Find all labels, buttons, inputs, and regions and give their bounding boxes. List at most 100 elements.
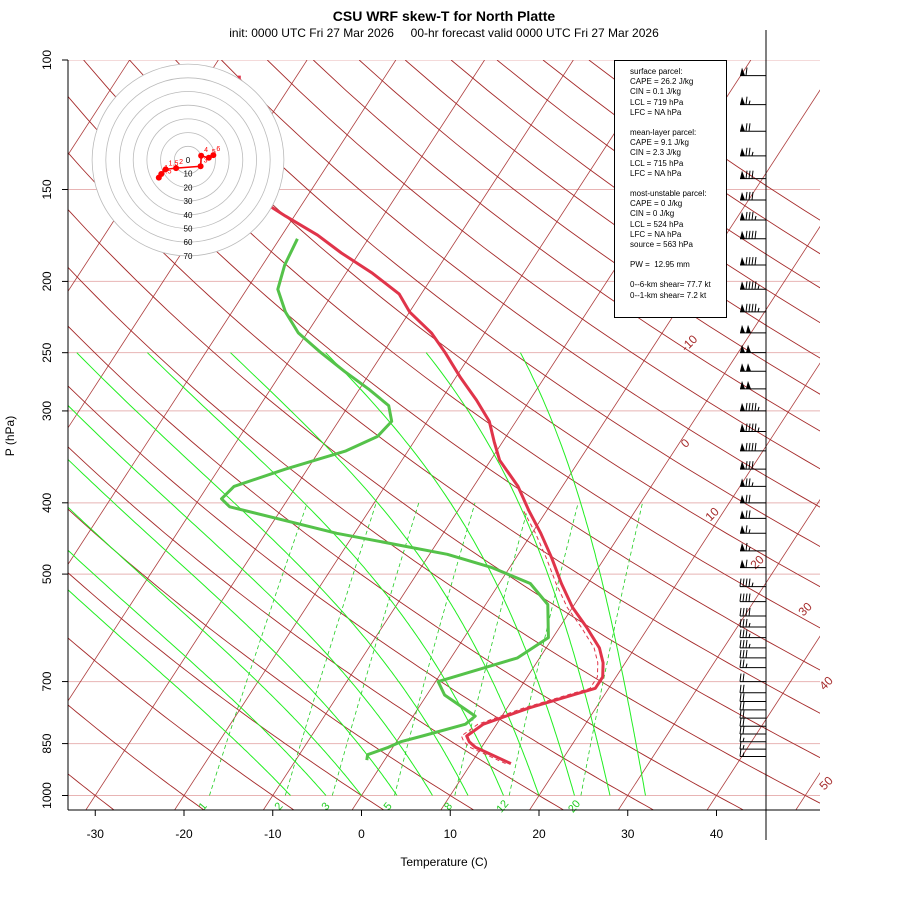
wind-barb: [740, 478, 766, 487]
dry-adiabat: [68, 152, 820, 714]
wind-barb-half-flag: [745, 663, 748, 668]
wind-barb-half-flag: [754, 215, 757, 221]
hodograph-point: [197, 163, 204, 170]
wind-barb-flag: [748, 281, 751, 290]
wind-barb: [740, 494, 766, 504]
wind-barb-flag: [739, 748, 742, 757]
info-line: 0--1-km shear= 7.2 kt: [630, 290, 707, 300]
chart-title: CSU WRF skew-T for North Platte: [333, 8, 556, 24]
wind-barb-half-flag: [757, 406, 760, 412]
wind-barb-flag: [739, 741, 742, 750]
moist-adiabat: [425, 352, 611, 796]
wind-barb-flag: [739, 710, 742, 719]
isotherm-label: 40: [816, 673, 836, 693]
moist-adiabat: [68, 549, 327, 796]
isotherm-line: [529, 362, 820, 810]
hodograph-point-label: 0.5: [162, 169, 172, 176]
wind-barb: [740, 423, 766, 433]
wind-barb-flag: [751, 442, 754, 451]
mixing-ratio-label: 3: [319, 800, 332, 812]
x-tick-label: -30: [87, 827, 105, 841]
wind-barb: [739, 710, 766, 719]
wind-barb: [740, 281, 766, 290]
isotherm-line: [795, 772, 820, 810]
info-line: LCL = 524 hPa: [630, 219, 684, 229]
wind-barb: [740, 170, 766, 180]
wind-barb-flag: [742, 710, 745, 719]
isotherm-label: -10: [678, 332, 700, 354]
info-line: 0--6-km shear= 77.7 kt: [630, 280, 711, 290]
y-tick-label: 100: [40, 50, 54, 70]
info-line: CIN = 0 J/kg: [630, 209, 675, 219]
wind-barb: [739, 701, 766, 711]
wind-barb-pennant: [740, 324, 745, 333]
wind-barb-flag: [742, 718, 745, 727]
dry-adiabat: [266, 60, 820, 470]
hodograph-point-label: 3: [204, 157, 208, 164]
wind-barb-flag: [748, 303, 751, 312]
wind-barb-pennant: [740, 510, 745, 519]
info-line: PW = 12.95 mm: [630, 260, 690, 270]
wind-barb-flag: [745, 442, 748, 451]
wind-barb-flag: [751, 303, 754, 312]
isotherm-line: [174, 60, 663, 810]
wind-barb: [739, 748, 766, 757]
wind-barb-flag: [745, 494, 748, 503]
wind-barb: [740, 303, 766, 313]
hodograph-point: [205, 154, 212, 161]
wind-barb: [740, 324, 766, 334]
wind-barb-flag: [748, 170, 751, 179]
wind-barb: [739, 733, 766, 743]
info-line: LCL = 719 hPa: [630, 97, 684, 107]
mixing-ratio-line: [331, 502, 420, 796]
hodograph-ring: [160, 132, 216, 188]
wind-barb: [740, 230, 766, 240]
wind-barb: [740, 147, 766, 157]
wind-barb-pennant: [740, 303, 745, 312]
dry-adiabat: [68, 325, 745, 810]
wind-barb-half-flag: [748, 633, 751, 638]
wind-barb-flag: [748, 402, 751, 411]
wind-barb-flag: [739, 639, 742, 648]
wind-barb-pennant: [740, 380, 745, 389]
chart-subtitle: init: 0000 UTC Fri 27 Mar 2026 00-hr for…: [229, 26, 659, 40]
wind-barb-pennant: [740, 211, 745, 220]
wind-barb-flag: [739, 701, 742, 710]
hodograph-point: [162, 166, 169, 173]
x-axis-label: Temperature (C): [400, 855, 487, 869]
wind-barb-flag: [739, 684, 742, 693]
shear-block: 0--6-km shear= 77.7 kt 0--1-km shear= 7.…: [630, 280, 726, 300]
wind-barb-pennant: [740, 494, 745, 503]
pw-block: PW = 12.95 mm: [630, 260, 726, 270]
y-tick-label: 850: [40, 733, 54, 753]
wind-barb-flag: [745, 170, 748, 179]
wind-barb: [739, 578, 766, 588]
wind-barb-flag: [754, 423, 757, 432]
wind-barb-flag: [748, 230, 751, 239]
hodograph-point-label: 4: [204, 147, 208, 154]
wind-barbs: [739, 67, 766, 757]
y-tick-label: 500: [40, 564, 54, 584]
wind-barb-flag: [739, 659, 742, 668]
wind-barb: [740, 542, 766, 552]
wind-barb-half-flag: [742, 752, 745, 757]
info-line: CAPE = 0 J/kg: [630, 199, 683, 209]
wind-barb: [739, 693, 766, 702]
wind-barb-half-flag: [742, 737, 745, 742]
wind-barb-flag: [742, 618, 745, 628]
x-tick-label: -20: [175, 827, 193, 841]
wind-barb: [739, 649, 766, 659]
wind-barb-flag: [739, 725, 742, 735]
wind-barb-flag: [751, 211, 754, 221]
wind-barb: [739, 607, 766, 617]
dry-adiabat: [312, 60, 820, 432]
wind-barb-pennant: [740, 281, 745, 290]
wind-barb-flag: [748, 478, 751, 487]
wind-barb: [739, 659, 766, 669]
x-tick-label: 0: [358, 827, 365, 841]
wind-barb-flag: [748, 147, 751, 156]
hodograph-ring-label: 40: [184, 211, 193, 220]
wind-barb-flag: [745, 67, 748, 76]
wind-barb-flag: [739, 607, 742, 617]
